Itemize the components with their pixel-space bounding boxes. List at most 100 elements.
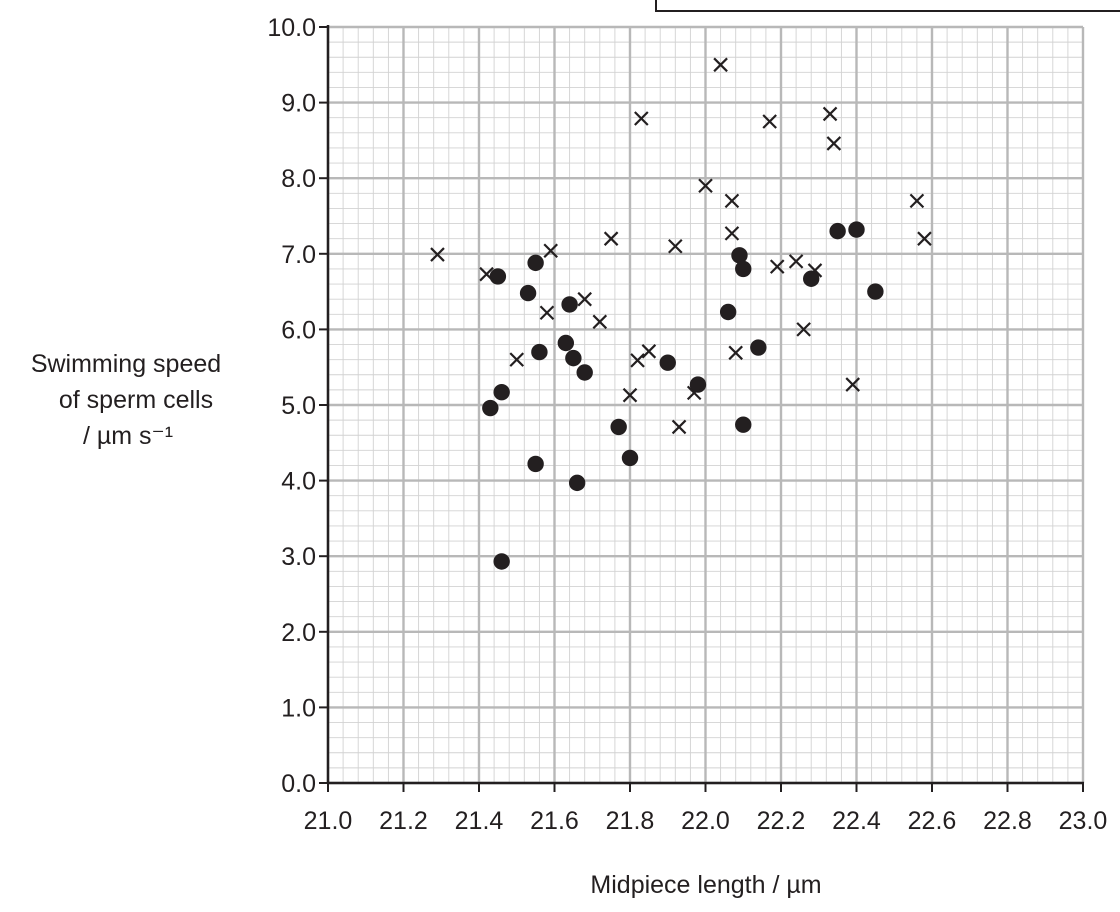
cross-stroke [826,136,842,151]
point-circle [689,376,707,393]
cross-stroke [762,114,777,129]
cross-stroke [479,266,494,282]
point-cross [724,193,740,209]
cross-stroke [796,322,811,337]
cross-stroke [630,353,645,368]
cross-stroke [509,352,525,367]
point-circle [848,221,865,238]
point-cross [686,385,702,401]
x-tick-label: 21.4 [455,807,504,835]
y-tick-label: 5.0 [281,392,316,420]
cross-stroke [788,254,804,269]
point-cross [917,231,932,246]
point-cross [543,243,559,259]
cross-stroke [539,305,555,321]
point-circle [735,416,752,433]
point-circle [561,296,578,313]
point-cross [668,238,683,254]
y-tick-label: 6.0 [281,316,316,344]
cross-stroke [634,111,649,126]
cross-stroke [592,314,608,330]
point-cross [807,263,823,278]
point-circle [576,364,593,381]
point-circle [493,553,510,570]
cross-stroke [668,238,683,254]
cross-stroke [724,226,740,241]
point-circle [531,343,548,361]
point-cross [509,352,525,367]
point-circle [568,474,586,492]
cross-stroke [698,178,713,194]
point-circle [557,334,575,352]
y-tick-label: 9.0 [281,90,316,118]
x-tick-label: 22.8 [983,807,1032,835]
x-tick-label: 22.2 [757,807,806,835]
point-circle [867,283,884,300]
cross-stroke [686,385,702,401]
point-cross [845,377,861,392]
point-cross [479,266,494,282]
point-cross [762,114,777,129]
point-cross [577,291,592,307]
cross-stroke [807,263,823,278]
point-circle [621,449,639,467]
cross-stroke [845,377,861,392]
y-tick-label: 1.0 [281,694,316,722]
point-cross [592,314,608,330]
point-cross [634,111,649,126]
point-circle [719,303,737,321]
point-circle [493,383,510,401]
y-tick-label: 0.0 [281,770,316,798]
y-tick-label: 10.0 [267,14,316,42]
cross-stroke [577,291,592,307]
tick-marks [319,26,1084,792]
cross-stroke [622,387,638,403]
major-grid [326,25,1085,785]
point-cross [769,259,785,274]
point-cross [630,353,645,368]
cross-stroke [728,345,743,361]
x-tick-labels: 21.0 21.2 21.4 21.6 21.8 22.0 22.2 22.4 22.6 22.8… [304,807,1108,835]
point-cross [539,305,555,321]
point-cross [796,322,811,337]
cross-stroke [671,419,687,435]
x-tick-label: 22.6 [908,807,957,835]
y-axis-title-line2: of sperm cells [59,386,213,414]
point-cross [724,226,740,241]
cross-stroke [769,259,785,274]
point-circle [519,284,537,302]
cross-stroke [822,106,838,122]
x-tick-label: 21.8 [606,807,655,835]
cross-stroke [724,193,740,209]
point-cross [788,254,804,269]
point-circle [829,222,846,240]
y-axis-title-line3: / µm s⁻¹ [83,422,173,450]
point-cross [713,57,728,73]
point-cross [430,247,445,262]
key-box [655,0,1120,12]
cross-stroke [641,344,657,359]
point-circle [803,270,820,287]
point-circle [565,349,582,367]
cross-stroke [713,57,728,73]
point-circle [482,399,499,417]
point-circle [731,247,748,264]
point-cross [826,136,842,151]
point-circle [659,354,676,371]
point-circle [527,254,544,272]
point-circle [610,418,627,436]
point-cross [622,387,638,403]
point-circle [527,455,544,473]
point-circle [735,260,752,278]
x-tick-label: 22.4 [832,807,881,835]
point-cross [909,193,925,209]
y-tick-labels: 0.0 1.0 2.0 3.0 4.0 5.0 6.0 7.0 8.0 9.0 10.0 [267,14,316,798]
x-tick-label: 21.6 [530,807,579,835]
cross-stroke [603,231,619,246]
point-cross [822,106,838,122]
cross-stroke [543,243,559,259]
cross-stroke [909,193,925,209]
cross-stroke [430,247,445,262]
x-tick-label: 21.0 [304,807,353,835]
point-cross [603,231,619,246]
